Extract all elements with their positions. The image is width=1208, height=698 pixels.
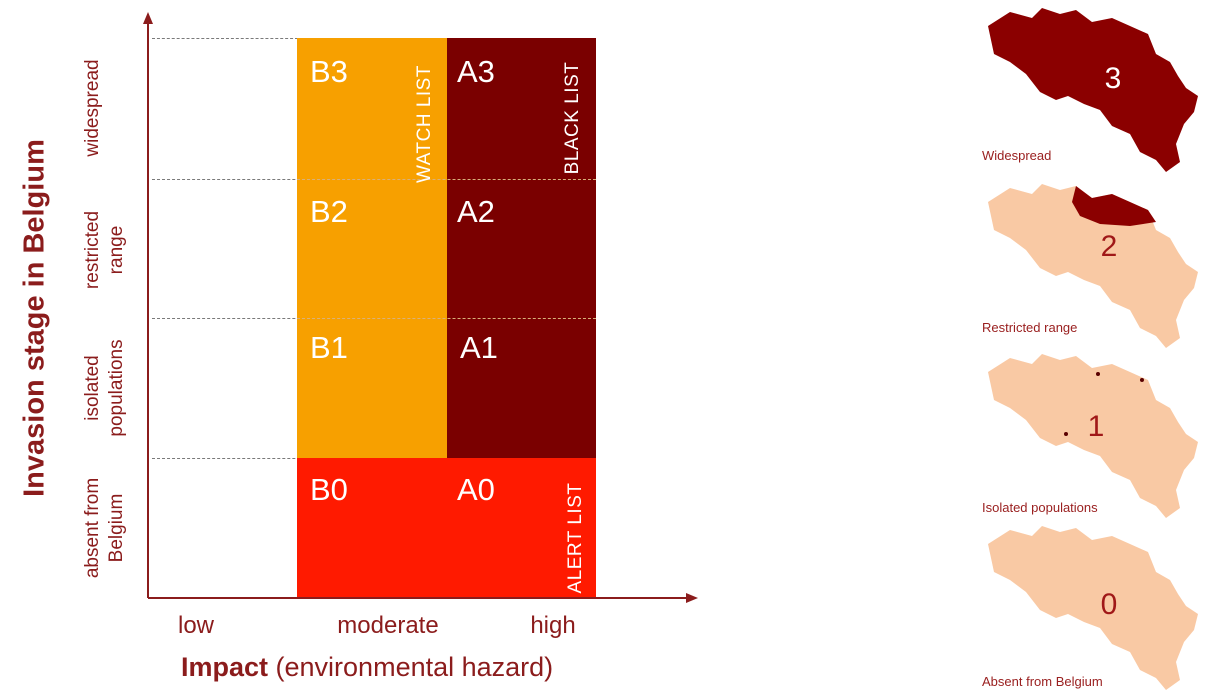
black-list-block [447, 38, 596, 458]
cell-divider-2 [297, 318, 596, 319]
cell-code-b2: B2 [310, 194, 348, 229]
gridline-top [152, 38, 298, 39]
x-axis-arrow-icon [686, 593, 698, 603]
watch-list-block [297, 38, 447, 458]
map-number-0: 0 [1101, 588, 1118, 621]
map-number-1: 1 [1088, 410, 1105, 443]
x-axis-title: Impact (environmental hazard) [181, 652, 554, 682]
map-absent-from-belgium [988, 526, 1198, 690]
map-isolated-populations [988, 354, 1198, 518]
map-restricted-range [988, 184, 1198, 348]
map-caption-restricted-range: Restricted range [982, 320, 1078, 335]
x-category-high: high [530, 612, 576, 639]
alert-list-block [297, 458, 596, 598]
cell-code-a1: A1 [460, 330, 498, 365]
x-category-moderate: moderate [337, 612, 439, 639]
cell-code-b0: B0 [310, 472, 348, 507]
belgium-maps: 3 2 1 0 [988, 8, 1198, 690]
cell-code-a0: A0 [457, 472, 495, 507]
cell-code-a3: A3 [457, 54, 495, 89]
cell-code-b1: B1 [310, 330, 348, 365]
map-number-2: 2 [1101, 230, 1118, 263]
cell-code-a2: A2 [457, 194, 495, 229]
y-axis-arrow-icon [143, 12, 153, 24]
map-caption-widespread: Widespread [982, 148, 1052, 163]
x-category-low: low [177, 612, 215, 639]
map-caption-absent-from-belgium: Absent from Belgium [982, 674, 1103, 689]
cell-divider-1 [297, 179, 596, 180]
cell-code-b3: B3 [310, 54, 348, 89]
map-number-3: 3 [1105, 62, 1122, 95]
map-caption-isolated-populations: Isolated populations [982, 500, 1098, 515]
